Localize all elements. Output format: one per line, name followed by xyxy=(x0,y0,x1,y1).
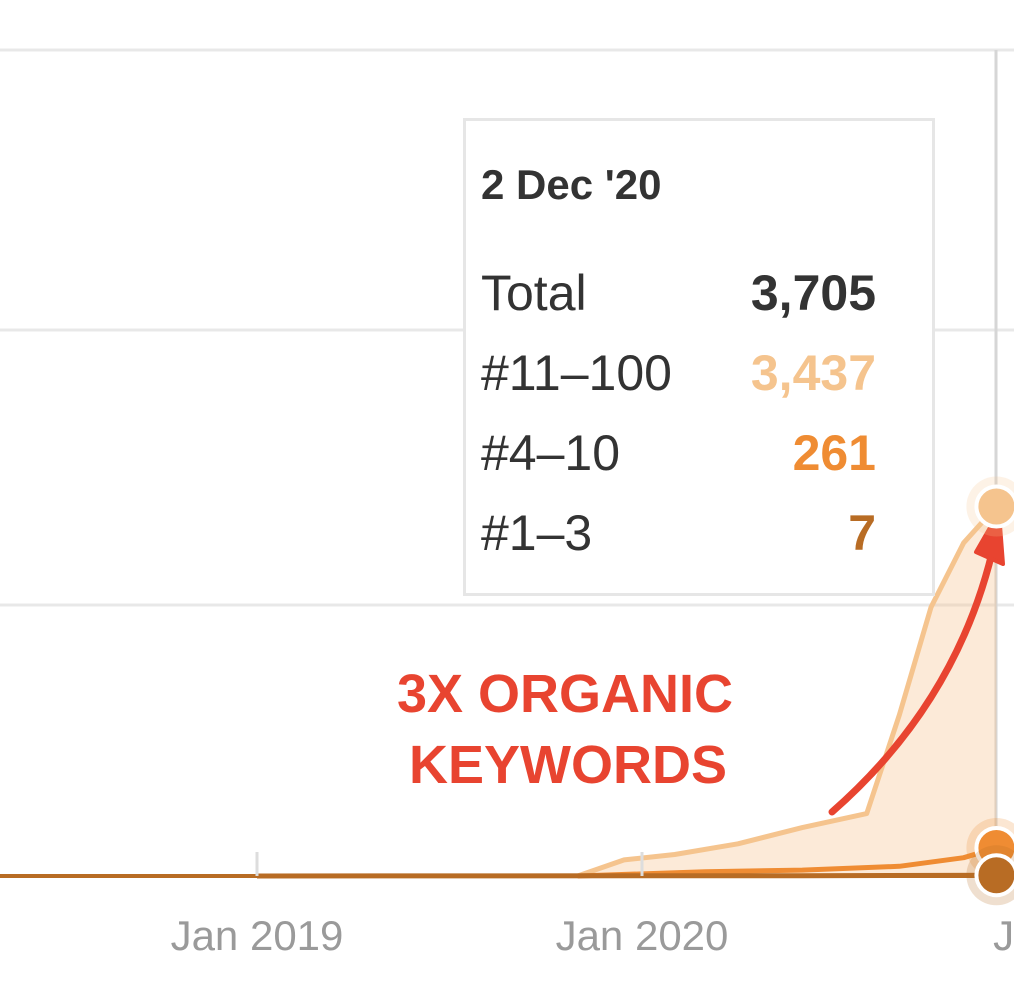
growth-arrow-icon xyxy=(828,536,999,816)
tooltip-label: #1–3 xyxy=(481,505,593,561)
tooltip-row-4-10: #4–10 261 xyxy=(481,423,876,483)
x-axis-ticks: Jan 2019 Jan 2020 Jan xyxy=(171,852,1014,959)
tooltip-value: 3,437 xyxy=(750,345,876,401)
tooltip-row-11-100: #11–100 3,437 xyxy=(481,343,876,403)
hover-markers xyxy=(966,476,1014,906)
x-tick-label: Jan 2019 xyxy=(171,912,344,959)
x-tick-label: Jan xyxy=(993,912,1014,959)
growth-annotation: 3X ORGANIC KEYWORDS xyxy=(397,510,1005,816)
annotation-line-1: 3X ORGANIC xyxy=(397,664,733,724)
annotation-line-2: KEYWORDS xyxy=(409,735,727,795)
series-areas xyxy=(0,504,1014,879)
x-tick-label: Jan 2020 xyxy=(556,912,729,959)
series-area-fill xyxy=(577,506,997,876)
tooltip-row-total: Total 3,705 xyxy=(481,263,876,323)
series-line xyxy=(576,504,999,879)
tooltip-value: 3,705 xyxy=(750,265,876,321)
tooltip-label: Total xyxy=(481,265,587,321)
tooltip-label: #4–10 xyxy=(481,425,621,481)
tooltip-date: 2 Dec '20 xyxy=(481,161,662,208)
tooltip-value: 261 xyxy=(792,425,876,481)
data-point-marker xyxy=(974,853,1014,898)
series-line xyxy=(577,845,998,879)
data-point-marker xyxy=(974,484,1014,529)
tooltip-row-1-3: #1–3 7 xyxy=(481,503,876,563)
data-tooltip: 2 Dec '20 Total 3,705 #11–100 3,437 #4–1… xyxy=(463,118,935,596)
tooltip-value: 7 xyxy=(848,505,876,561)
tooltip-label: #11–100 xyxy=(481,345,672,401)
